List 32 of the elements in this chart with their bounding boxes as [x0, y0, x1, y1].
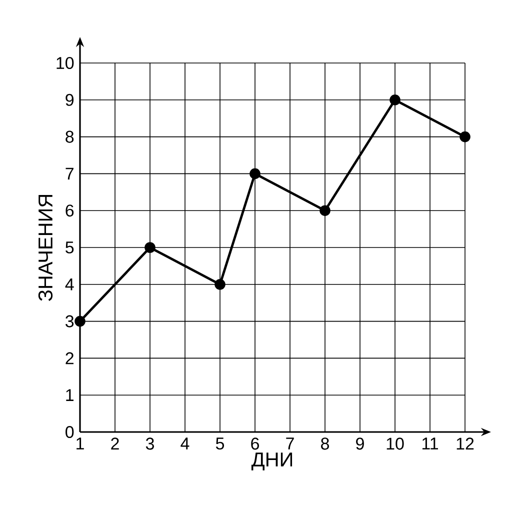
point — [144, 242, 156, 253]
x-axis-title: ДНИ — [251, 452, 292, 470]
x-tick-label: 5 — [216, 438, 224, 450]
x-tick-label: 3 — [146, 438, 154, 450]
y-tick-label: 2 — [66, 352, 74, 364]
x-tick-label: 12 — [456, 438, 474, 450]
y-axis-title: ЗНАЧЕНИЯ — [38, 195, 53, 301]
x-tick-label: 11 — [422, 438, 438, 450]
y-tick-label: 4 — [65, 278, 74, 290]
y-tick-label: 8 — [66, 130, 74, 143]
point — [74, 316, 86, 327]
y-tick-label: 9 — [66, 94, 74, 106]
y-tick-label: 5 — [66, 242, 74, 254]
point — [320, 205, 330, 216]
y-tick-label: 0 — [66, 426, 74, 438]
x-tick-label: 8 — [321, 438, 329, 450]
y-tick-label: 7 — [66, 168, 74, 180]
x-tick-label: 4 — [180, 438, 190, 450]
point — [214, 279, 226, 290]
x-tick-label: 10 — [386, 438, 404, 450]
x-tick-label: 7 — [286, 438, 294, 450]
y-tick-label: 3 — [66, 315, 74, 328]
x-tick-label: 6 — [251, 438, 259, 450]
point — [250, 168, 260, 180]
x-tick-label: 1 — [76, 438, 84, 450]
point — [460, 131, 470, 142]
y-tick-label: 6 — [66, 204, 74, 217]
x-tick-label: 2 — [111, 438, 119, 450]
point — [390, 94, 400, 106]
y-tick-label: 10 — [56, 56, 74, 70]
y-tick-label: 1 — [66, 389, 74, 401]
x-tick-label: 9 — [356, 438, 364, 450]
